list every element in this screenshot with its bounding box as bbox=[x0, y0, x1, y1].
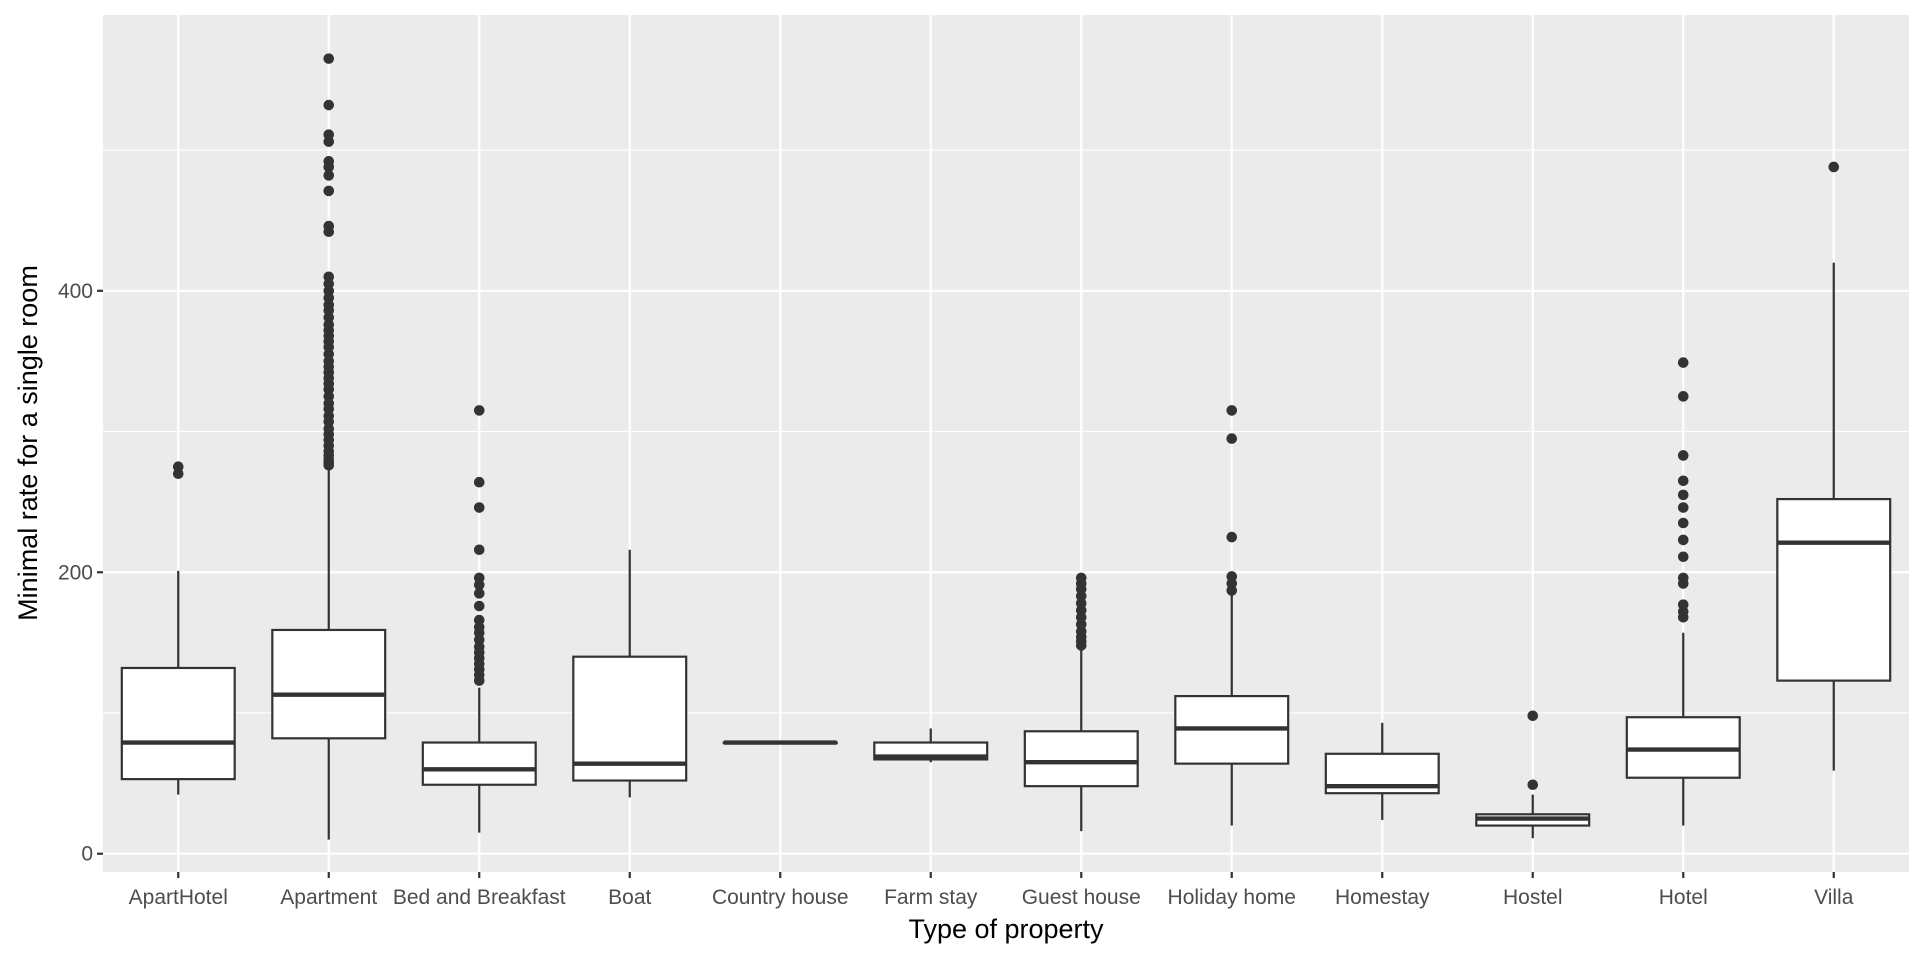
outlier-point bbox=[323, 53, 335, 64]
x-tick-label: Hostel bbox=[1503, 886, 1563, 909]
outlier-point bbox=[1677, 357, 1689, 368]
outlier-point bbox=[323, 220, 335, 232]
box-iqr bbox=[572, 655, 688, 782]
outlier-point bbox=[473, 572, 485, 584]
box-hostel bbox=[1475, 710, 1591, 839]
outlier-point bbox=[323, 185, 335, 197]
outlier-point bbox=[473, 405, 485, 416]
outlier-point bbox=[473, 502, 485, 513]
box-aparthotel bbox=[120, 461, 236, 795]
box-farm-stay bbox=[873, 728, 989, 763]
outlier-point bbox=[1677, 475, 1689, 487]
x-tick-label: Boat bbox=[608, 886, 651, 909]
y-tick-label: 200 bbox=[58, 561, 93, 584]
outlier-point bbox=[473, 588, 485, 599]
outlier-point bbox=[1677, 391, 1689, 402]
box-iqr bbox=[120, 666, 236, 781]
box-series bbox=[120, 53, 1892, 840]
outlier-point bbox=[1677, 450, 1689, 461]
plot-panel bbox=[103, 15, 1909, 872]
outlier-point bbox=[1677, 517, 1689, 529]
box-bed-and-breakfast bbox=[421, 405, 537, 833]
box-iqr bbox=[1776, 497, 1892, 682]
x-tick-label: Bed and Breakfast bbox=[393, 886, 566, 909]
x-tick-label: Farm stay bbox=[884, 886, 978, 909]
x-tick-label: Hotel bbox=[1659, 886, 1708, 909]
box-iqr bbox=[421, 741, 537, 786]
x-tick-label: Homestay bbox=[1335, 886, 1430, 909]
box-guest-house bbox=[1023, 572, 1139, 832]
outlier-point bbox=[473, 544, 485, 556]
x-tick-label: Holiday home bbox=[1168, 886, 1296, 909]
x-tick-label: Guest house bbox=[1022, 886, 1141, 909]
outlier-point bbox=[1677, 534, 1689, 546]
axes: 0 200 400 ApartHotel Apartment Bed and Breakf… bbox=[58, 280, 1854, 909]
outlier-point bbox=[323, 271, 335, 283]
box-iqr bbox=[271, 628, 387, 740]
outlier-point bbox=[1828, 161, 1840, 173]
outlier-point bbox=[1226, 531, 1238, 543]
box-country-house bbox=[722, 740, 838, 745]
outlier-point bbox=[1677, 572, 1689, 584]
y-tick-label: 400 bbox=[58, 280, 93, 303]
outlier-point bbox=[1226, 571, 1238, 582]
box-villa bbox=[1776, 161, 1892, 771]
outlier-point bbox=[323, 156, 335, 167]
x-tick-label: Apartment bbox=[280, 886, 377, 909]
x-axis-title: Type of property bbox=[908, 914, 1104, 944]
outlier-point bbox=[323, 99, 335, 111]
outlier-point bbox=[1075, 572, 1087, 584]
outlier-point bbox=[473, 476, 485, 488]
box-hotel bbox=[1625, 357, 1741, 826]
box-iqr bbox=[1023, 730, 1139, 788]
outlier-point bbox=[323, 129, 335, 140]
outlier-point bbox=[1226, 433, 1238, 444]
x-tick-label: Villa bbox=[1814, 886, 1854, 909]
outlier-point bbox=[323, 170, 335, 181]
outlier-point bbox=[473, 600, 485, 612]
outlier-point bbox=[1677, 489, 1689, 501]
outlier-point bbox=[1677, 502, 1689, 513]
outlier-point bbox=[1527, 710, 1539, 722]
box-homestay bbox=[1324, 722, 1440, 820]
y-axis-title: Minimal rate for a single room bbox=[13, 265, 43, 621]
outlier-point bbox=[1527, 779, 1539, 791]
box-holiday-home bbox=[1174, 405, 1290, 826]
x-tick-label: Country house bbox=[712, 886, 849, 909]
outlier-point bbox=[473, 614, 485, 626]
outlier-point bbox=[1226, 405, 1238, 416]
outlier-point bbox=[1677, 551, 1689, 563]
outlier-point bbox=[1677, 599, 1689, 610]
box-apartment bbox=[271, 53, 387, 840]
outlier-point bbox=[172, 461, 184, 473]
box-boat bbox=[572, 549, 688, 798]
y-tick-label: 0 bbox=[81, 843, 93, 866]
x-tick-label: ApartHotel bbox=[129, 886, 228, 909]
